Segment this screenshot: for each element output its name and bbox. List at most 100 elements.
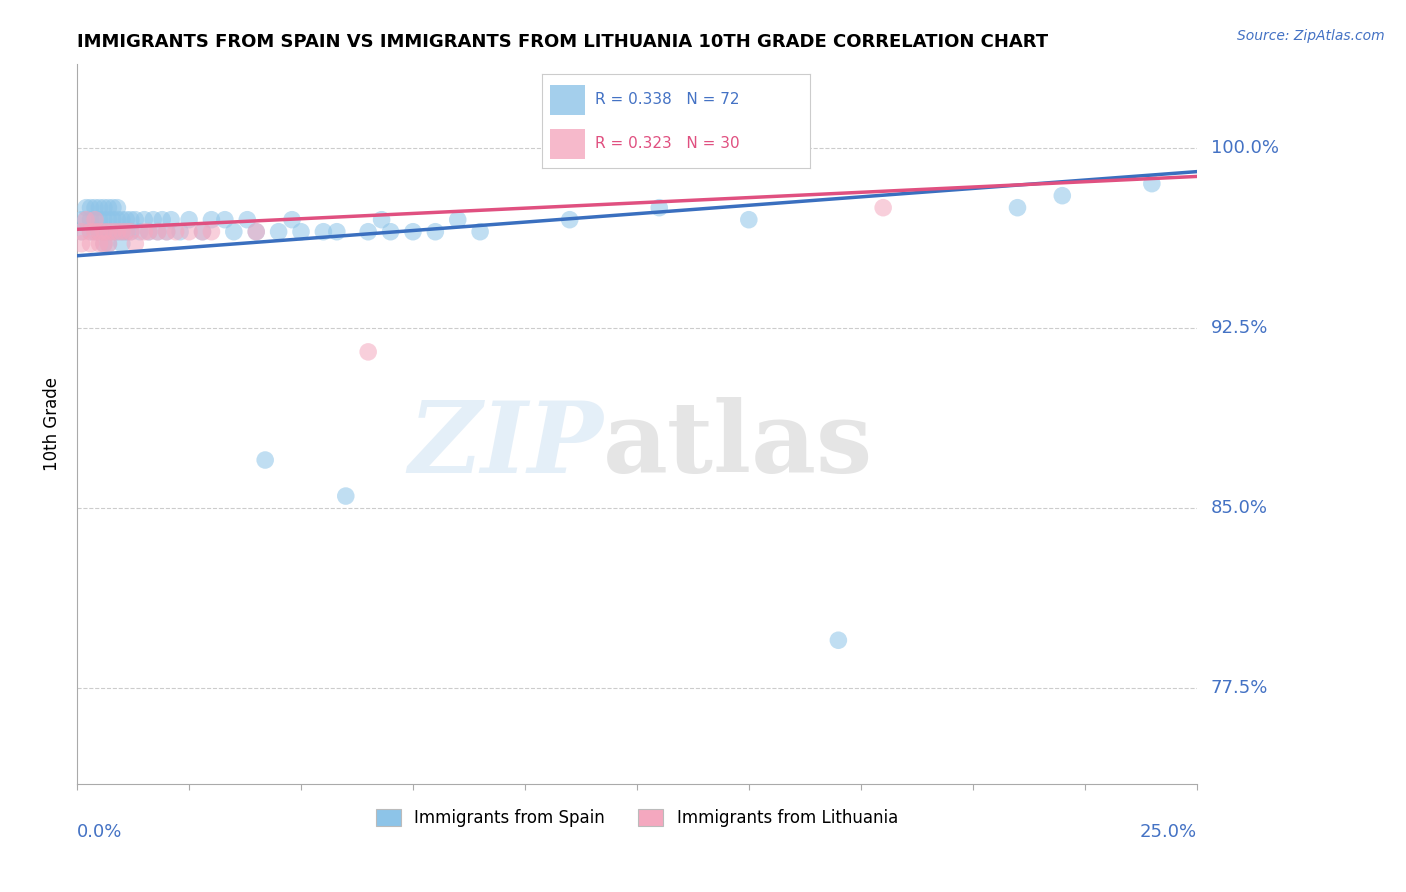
Point	[124, 236, 146, 251]
Text: atlas: atlas	[603, 397, 873, 494]
Text: 100.0%: 100.0%	[1211, 138, 1278, 157]
Point	[115, 225, 138, 239]
Point	[93, 225, 115, 239]
Point	[84, 225, 107, 239]
Point	[93, 236, 115, 251]
Point	[75, 201, 97, 215]
Point	[101, 201, 124, 215]
Text: 92.5%: 92.5%	[1211, 318, 1268, 337]
Y-axis label: 10th Grade: 10th Grade	[44, 377, 60, 471]
Point	[101, 225, 124, 239]
Point	[93, 201, 115, 215]
Point	[75, 212, 97, 227]
Point	[191, 225, 214, 239]
Point	[70, 212, 93, 227]
Point	[357, 344, 380, 359]
Point	[558, 212, 581, 227]
Point	[75, 212, 97, 227]
Text: 25.0%: 25.0%	[1139, 823, 1197, 841]
Point	[124, 212, 146, 227]
Point	[128, 225, 150, 239]
Text: 77.5%: 77.5%	[1211, 680, 1268, 698]
Point	[357, 225, 380, 239]
Point	[290, 225, 312, 239]
Point	[872, 201, 894, 215]
Point	[79, 225, 101, 239]
Point	[1007, 201, 1029, 215]
Point	[312, 225, 335, 239]
Point	[97, 201, 120, 215]
Point	[200, 212, 222, 227]
Point	[191, 225, 214, 239]
Text: 0.0%: 0.0%	[77, 823, 122, 841]
Point	[115, 212, 138, 227]
Point	[105, 212, 128, 227]
Point	[254, 453, 277, 467]
Point	[111, 225, 134, 239]
Point	[281, 212, 304, 227]
Point	[101, 212, 124, 227]
Point	[169, 225, 191, 239]
Point	[70, 225, 93, 239]
Point	[326, 225, 349, 239]
Point	[738, 212, 761, 227]
Point	[447, 212, 470, 227]
Point	[160, 212, 183, 227]
Point	[89, 201, 111, 215]
Point	[142, 212, 165, 227]
Point	[84, 201, 107, 215]
Point	[105, 225, 128, 239]
Point	[97, 236, 120, 251]
Point	[370, 212, 392, 227]
Point	[120, 225, 142, 239]
Point	[134, 225, 156, 239]
Legend: Immigrants from Spain, Immigrants from Lithuania: Immigrants from Spain, Immigrants from L…	[370, 802, 904, 834]
Point	[89, 212, 111, 227]
Point	[402, 225, 425, 239]
Text: IMMIGRANTS FROM SPAIN VS IMMIGRANTS FROM LITHUANIA 10TH GRADE CORRELATION CHART: IMMIGRANTS FROM SPAIN VS IMMIGRANTS FROM…	[77, 33, 1049, 51]
Point	[89, 225, 111, 239]
Point	[93, 212, 115, 227]
Point	[200, 225, 222, 239]
Point	[105, 225, 128, 239]
Point	[79, 225, 101, 239]
Text: ZIP: ZIP	[408, 397, 603, 494]
Point	[146, 225, 169, 239]
Point	[177, 212, 200, 227]
Point	[1052, 188, 1074, 202]
Point	[115, 225, 138, 239]
Point	[84, 212, 107, 227]
Point	[425, 225, 447, 239]
Point	[468, 225, 491, 239]
Point	[138, 225, 160, 239]
Point	[84, 212, 107, 227]
Point	[177, 225, 200, 239]
Point	[111, 225, 134, 239]
Point	[111, 212, 134, 227]
Point	[120, 225, 142, 239]
Point	[222, 225, 245, 239]
Point	[70, 236, 93, 251]
Point	[380, 225, 402, 239]
Point	[150, 212, 173, 227]
Point	[70, 225, 93, 239]
Point	[156, 225, 179, 239]
Point	[79, 201, 101, 215]
Point	[138, 225, 160, 239]
Point	[335, 489, 357, 503]
Point	[111, 236, 134, 251]
Point	[97, 212, 120, 227]
Point	[84, 225, 107, 239]
Point	[648, 201, 671, 215]
Point	[214, 212, 236, 227]
Point	[89, 236, 111, 251]
Point	[93, 236, 115, 251]
Point	[236, 212, 259, 227]
Point	[97, 225, 120, 239]
Text: Source: ZipAtlas.com: Source: ZipAtlas.com	[1237, 29, 1385, 43]
Point	[93, 225, 115, 239]
Point	[245, 225, 267, 239]
Point	[146, 225, 169, 239]
Point	[120, 212, 142, 227]
Point	[101, 225, 124, 239]
